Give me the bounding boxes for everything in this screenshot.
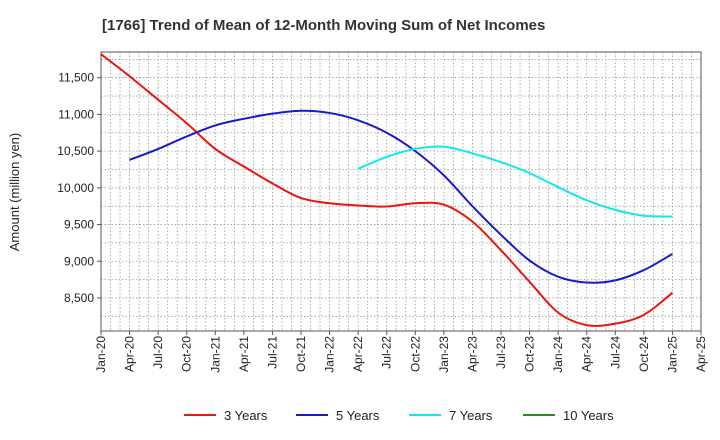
x-tick-label: Jul-24 (608, 336, 622, 369)
grid (101, 52, 701, 331)
x-tick-label: Jan-25 (665, 336, 679, 373)
y-tick-label: 10,500 (57, 144, 94, 158)
x-tick-label: Jul-21 (265, 336, 279, 369)
x-tick-label: Jan-22 (323, 336, 337, 373)
x-tick-label: Jan-21 (208, 336, 222, 373)
x-tick-label: Apr-24 (580, 336, 594, 372)
x-tick-label: Apr-21 (237, 336, 251, 372)
x-tick-label: Jul-22 (380, 336, 394, 369)
legend-label-10-years: 10 Years (563, 408, 614, 423)
plot-frame (100, 51, 702, 332)
series-line-5-years (129, 109, 673, 284)
y-tick-label: 9,000 (64, 254, 94, 268)
y-tick-label: 11,000 (58, 107, 94, 121)
x-tick-label: Apr-23 (465, 336, 479, 372)
plot-area (101, 52, 701, 331)
y-axis-ticks: 8,500 9,000 9,500 10,000 10,500 11,000 11,500 (57, 71, 101, 305)
legend-item-10-years: 10 Years (523, 408, 614, 423)
legend: 3 Years 5 Years 7 Years 10 Years (184, 408, 614, 423)
x-tick-label: Apr-25 (694, 336, 708, 372)
legend-item-3-years: 3 Years (184, 408, 268, 423)
x-tick-label: Oct-20 (180, 336, 194, 372)
legend-item-5-years: 5 Years (296, 408, 380, 423)
x-tick-label: Jul-23 (494, 336, 508, 369)
x-tick-label: Apr-20 (123, 336, 137, 372)
x-tick-label: Oct-21 (294, 336, 308, 372)
y-axis-label: Amount (million yen) (7, 133, 22, 252)
x-axis-ticks: Jan-20 Apr-20 Jul-20 Oct-20 Jan-21 Apr-21 Jul-… (94, 331, 708, 373)
chart-title: [1766] Trend of Mean of 12-Month Moving … (102, 17, 545, 34)
x-tick-label: Jul-20 (151, 336, 165, 369)
x-tick-label: Jan-24 (551, 336, 565, 373)
y-tick-label: 10,000 (57, 181, 94, 195)
x-tick-label: Oct-24 (637, 336, 651, 372)
legend-item-7-years: 7 Years (409, 408, 493, 423)
x-tick-label: Oct-23 (523, 336, 537, 372)
x-tick-label: Jan-20 (94, 336, 108, 373)
series-lines (100, 53, 674, 327)
x-tick-label: Oct-22 (408, 336, 422, 372)
series-line-7-years (357, 145, 673, 218)
series-line-3-years (100, 53, 674, 327)
y-tick-label: 9,500 (64, 218, 94, 232)
legend-label-5-years: 5 Years (336, 408, 380, 423)
legend-label-3-years: 3 Years (224, 408, 268, 423)
x-tick-label: Apr-22 (351, 336, 365, 372)
y-tick-label: 11,500 (58, 71, 94, 85)
legend-label-7-years: 7 Years (449, 408, 493, 423)
x-tick-label: Jan-23 (437, 336, 451, 373)
y-tick-label: 8,500 (64, 291, 94, 305)
